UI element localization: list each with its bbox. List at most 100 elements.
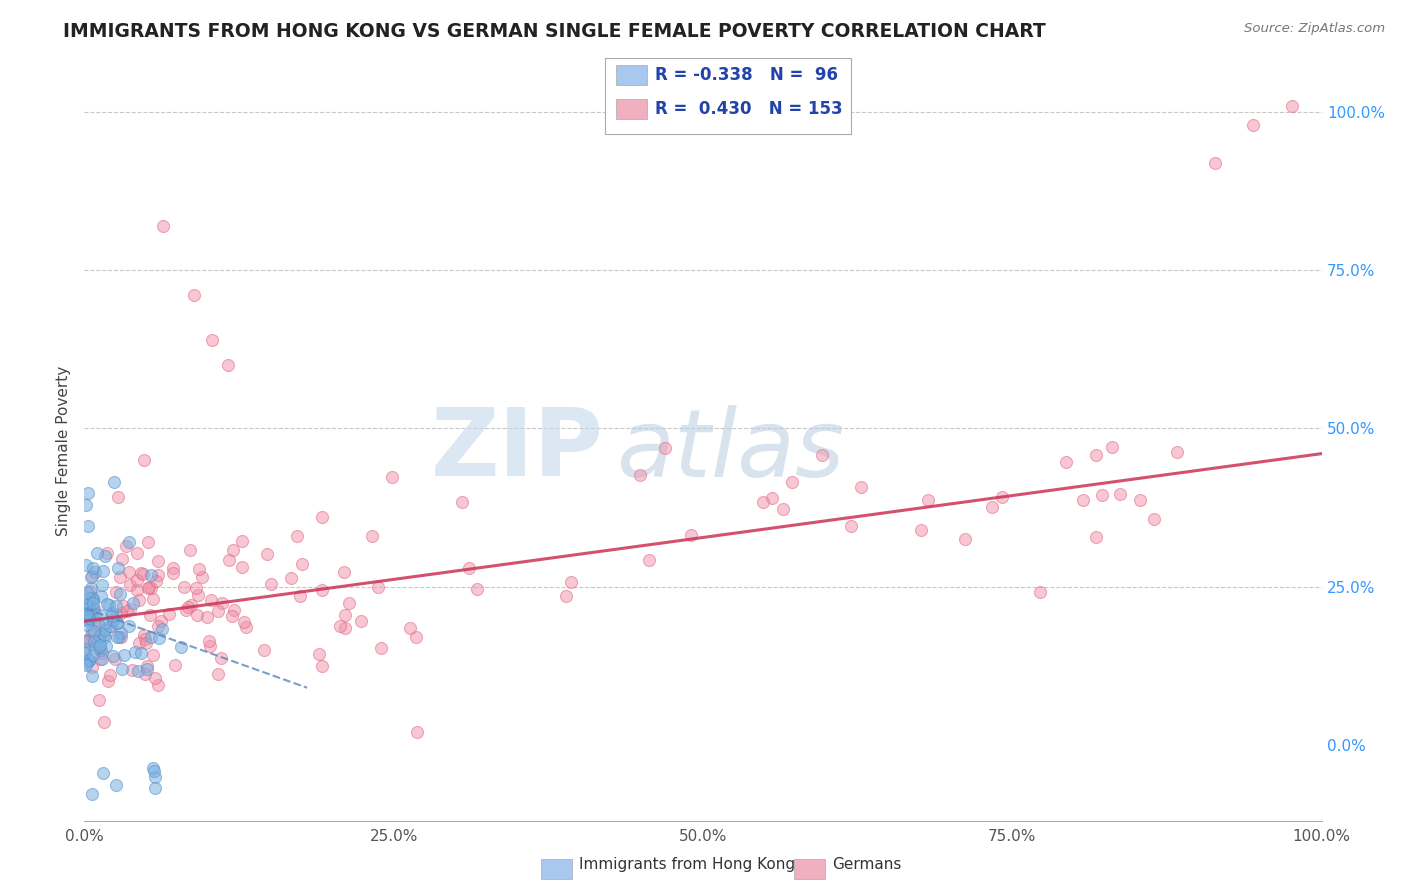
Point	[253, 643, 276, 657]
Point	[285, 529, 308, 543]
Point	[76, 654, 98, 668]
Point	[75, 498, 97, 512]
Point	[89, 638, 111, 652]
Point	[80, 624, 103, 638]
Point	[75, 634, 97, 648]
Point	[138, 580, 160, 594]
Point	[101, 609, 124, 624]
Point	[105, 630, 128, 644]
Point	[105, 615, 128, 630]
Point	[333, 621, 356, 635]
Point	[82, 648, 104, 662]
Point	[231, 533, 253, 548]
Point	[77, 485, 100, 500]
Point	[406, 725, 429, 739]
Point	[311, 582, 333, 597]
Point	[335, 608, 357, 623]
Point	[83, 607, 105, 622]
Text: Source: ZipAtlas.com: Source: ZipAtlas.com	[1244, 22, 1385, 36]
Point	[1084, 448, 1107, 462]
Point	[135, 635, 157, 649]
Point	[83, 565, 105, 579]
Point	[405, 630, 427, 644]
Point	[75, 598, 97, 612]
Point	[232, 615, 254, 629]
Point	[93, 715, 115, 730]
Point	[93, 628, 115, 642]
Point	[333, 566, 356, 580]
Point	[97, 599, 120, 613]
Point	[218, 552, 240, 566]
Point	[191, 570, 214, 584]
Point	[103, 475, 125, 490]
Point	[129, 646, 152, 660]
Point	[917, 492, 939, 507]
Point	[782, 475, 804, 489]
Point	[107, 490, 129, 504]
Point	[76, 606, 98, 620]
Point	[134, 666, 156, 681]
Point	[146, 678, 169, 692]
Point	[121, 664, 143, 678]
Point	[80, 569, 103, 583]
Point	[82, 561, 104, 575]
Point	[360, 529, 382, 543]
Point	[679, 528, 702, 542]
Point	[145, 574, 167, 588]
Point	[73, 645, 96, 659]
Point	[90, 590, 112, 604]
Point	[1091, 488, 1114, 502]
Point	[136, 534, 159, 549]
Point	[75, 656, 97, 670]
Point	[811, 448, 834, 462]
Point	[97, 674, 120, 689]
Point	[105, 615, 128, 630]
Point	[112, 599, 135, 614]
Text: Germans: Germans	[832, 857, 901, 871]
Point	[111, 662, 134, 676]
Point	[211, 595, 233, 609]
Point	[142, 591, 165, 606]
Point	[79, 653, 101, 667]
Point	[135, 659, 157, 673]
Point	[311, 509, 333, 524]
Point	[100, 619, 122, 633]
Point	[76, 606, 98, 620]
Point	[75, 657, 97, 672]
Point	[79, 583, 101, 598]
Point	[93, 549, 115, 563]
Point	[849, 480, 872, 494]
Point	[222, 542, 245, 557]
Text: Immigrants from Hong Kong: Immigrants from Hong Kong	[579, 857, 796, 871]
Point	[120, 602, 142, 616]
Point	[141, 567, 163, 582]
Point	[96, 597, 118, 611]
Point	[1109, 487, 1132, 501]
Point	[87, 616, 110, 631]
Point	[77, 653, 100, 667]
Point	[290, 589, 312, 603]
Point	[82, 596, 104, 610]
Point	[1084, 530, 1107, 544]
Point	[329, 619, 352, 633]
Point	[1129, 493, 1152, 508]
Point	[118, 565, 141, 579]
Point	[83, 624, 105, 638]
Point	[103, 649, 125, 664]
Point	[105, 599, 128, 614]
Point	[350, 614, 373, 628]
Point	[91, 564, 114, 578]
Point	[80, 628, 103, 642]
Point	[107, 560, 129, 574]
Point	[146, 554, 169, 568]
Point	[94, 640, 117, 654]
Point	[80, 581, 103, 595]
Point	[209, 651, 232, 665]
Point	[256, 548, 278, 562]
Point	[115, 539, 138, 553]
Point	[73, 647, 96, 661]
Text: IMMIGRANTS FROM HONG KONG VS GERMAN SINGLE FEMALE POVERTY CORRELATION CHART: IMMIGRANTS FROM HONG KONG VS GERMAN SING…	[63, 22, 1046, 41]
Point	[142, 761, 165, 775]
Point	[179, 542, 201, 557]
Point	[75, 641, 97, 656]
